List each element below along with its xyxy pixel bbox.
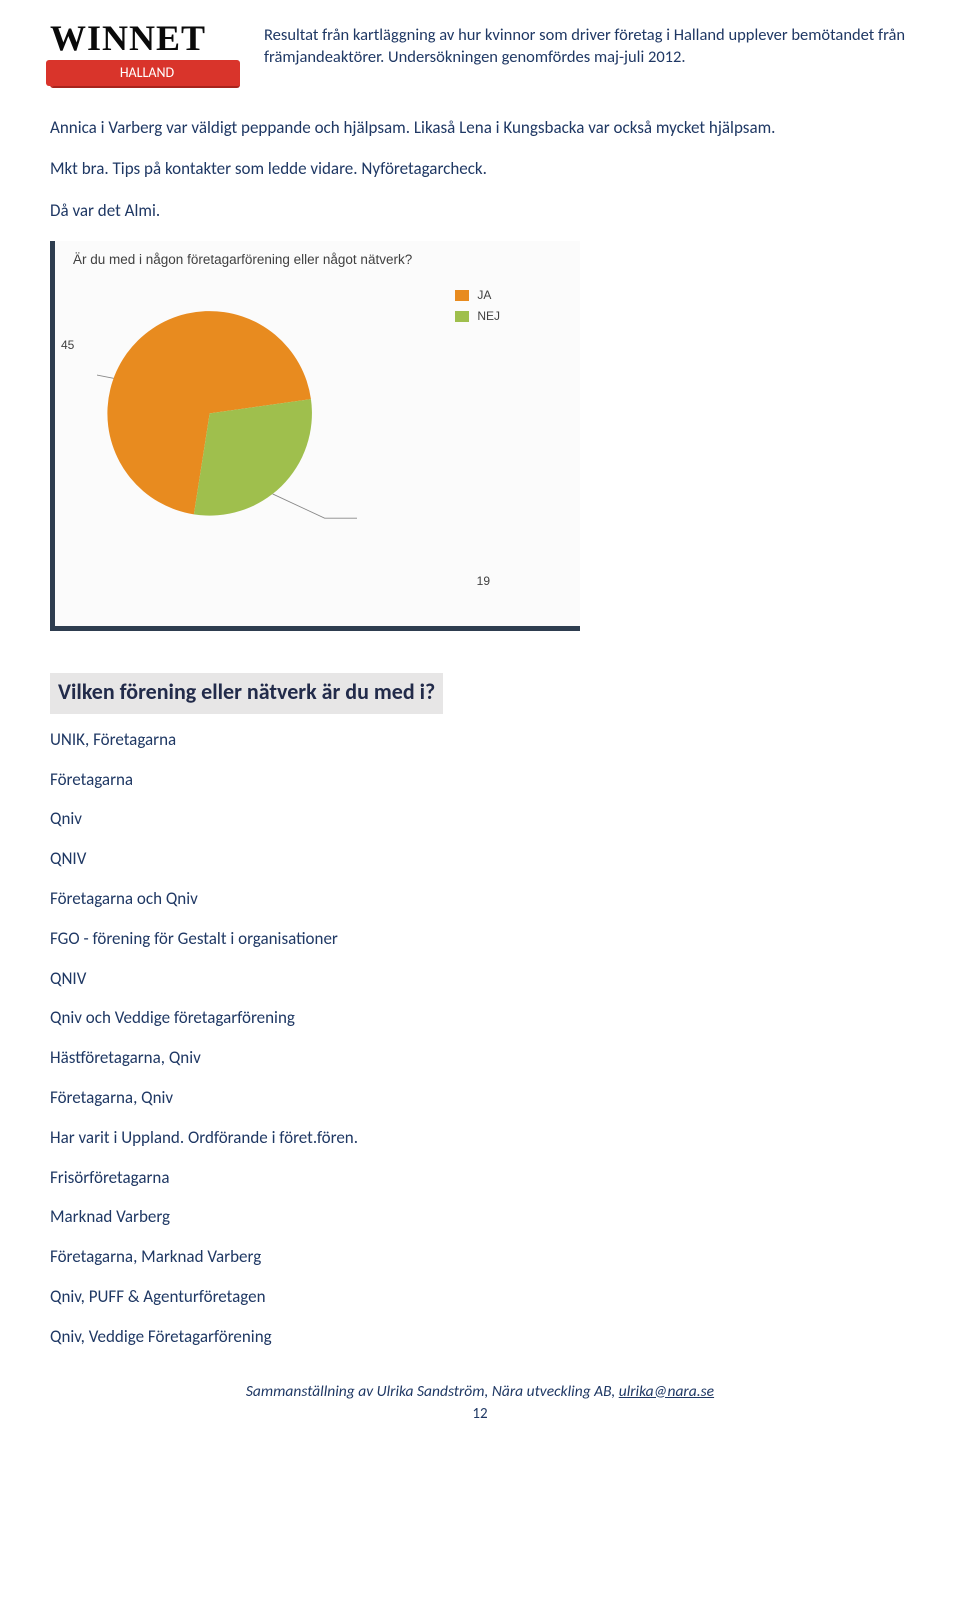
- page-header: WINNET HALLAND Resultat från kartläggnin…: [50, 20, 910, 88]
- intro-paragraphs: Annica i Varberg var väldigt peppande oc…: [50, 116, 910, 223]
- pie-svg: [97, 292, 357, 552]
- answer-item: Qniv: [50, 807, 910, 831]
- legend-swatch-nej: [455, 311, 469, 322]
- footer-email-link[interactable]: ulrika@nara.se: [619, 1382, 714, 1401]
- answer-item: Frisörföretagarna: [50, 1166, 910, 1190]
- pie-chart: [97, 292, 357, 552]
- legend-label-nej: NEJ: [477, 308, 500, 325]
- answer-item: Har varit i Uppland. Ordförande i föret.…: [50, 1126, 910, 1150]
- legend-label-ja: JA: [477, 287, 491, 304]
- pie-value-label-nej: 19: [477, 573, 490, 590]
- answer-item: Företagarna, Qniv: [50, 1086, 910, 1110]
- answer-item: Företagarna och Qniv: [50, 887, 910, 911]
- legend-item-nej: NEJ: [455, 308, 500, 325]
- answer-item: Qniv och Veddige företagarförening: [50, 1006, 910, 1030]
- answer-item: Qniv, Veddige Företagarförening: [50, 1325, 910, 1349]
- answer-item: Företagarna, Marknad Varberg: [50, 1245, 910, 1269]
- answer-item: Marknad Varberg: [50, 1205, 910, 1229]
- answer-item: QNIV: [50, 967, 910, 991]
- answer-item: QNIV: [50, 847, 910, 871]
- question-heading: Vilken förening eller nätverk är du med …: [50, 673, 443, 714]
- page-footer: Sammanställning av Ulrika Sandström, När…: [50, 1381, 910, 1426]
- legend-swatch-ja: [455, 290, 469, 301]
- chart-legend: JA NEJ: [455, 287, 500, 329]
- answer-item: Qniv, PUFF & Agenturföretagen: [50, 1285, 910, 1309]
- footer-text: Sammanställning av Ulrika Sandström, När…: [246, 1382, 619, 1401]
- logo-text-bottom: HALLAND: [50, 60, 240, 88]
- answer-item: Hästföretagarna, Qniv: [50, 1046, 910, 1070]
- answer-item: Företagarna: [50, 768, 910, 792]
- pie-value-label-ja: 45: [61, 337, 74, 354]
- page-number: 12: [50, 1404, 910, 1425]
- intro-line: Mkt bra. Tips på kontakter som ledde vid…: [50, 157, 910, 181]
- answer-item: FGO - förening för Gestalt i organisatio…: [50, 927, 910, 951]
- intro-line: Då var det Almi.: [50, 199, 910, 223]
- answers-list: UNIK, Företagarna Företagarna Qniv QNIV Före…: [50, 728, 910, 1349]
- pie-chart-container: Är du med i någon företagarförening elle…: [50, 241, 580, 631]
- answer-item: UNIK, Företagarna: [50, 728, 910, 752]
- logo: WINNET HALLAND: [50, 20, 240, 88]
- logo-text-top: WINNET: [50, 20, 240, 56]
- header-description: Resultat från kartläggning av hur kvinno…: [264, 20, 910, 69]
- intro-line: Annica i Varberg var väldigt peppande oc…: [50, 116, 910, 140]
- legend-item-ja: JA: [455, 287, 500, 304]
- chart-title: Är du med i någon företagarförening elle…: [73, 251, 570, 270]
